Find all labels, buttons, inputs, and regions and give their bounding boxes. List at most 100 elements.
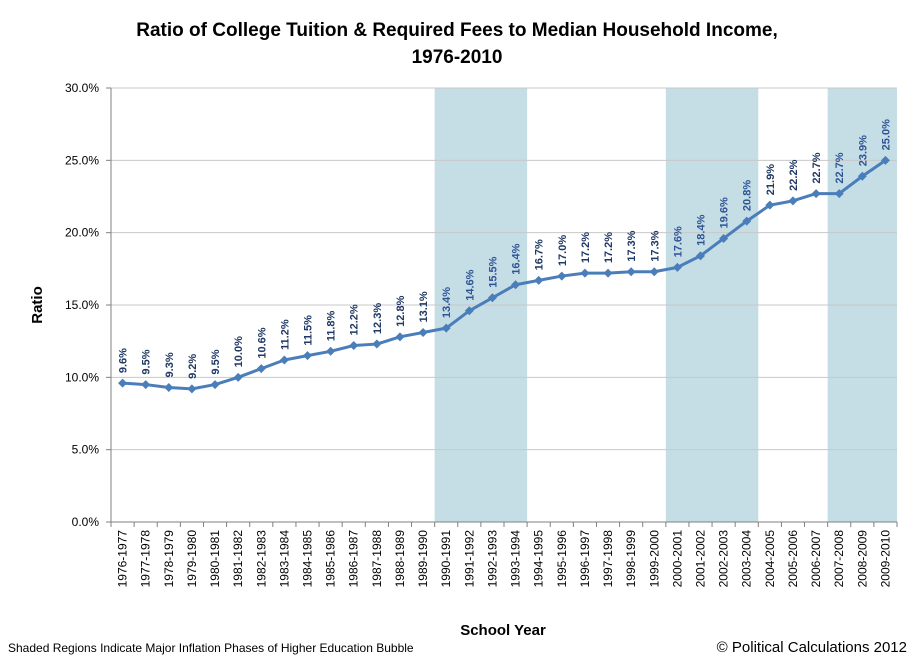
data-label: 22.7%: [834, 152, 846, 183]
y-tick-label: 20.0%: [65, 226, 99, 240]
x-tick-label: 2004-2005: [763, 530, 777, 588]
data-point: [280, 355, 289, 364]
x-tick-label: 2007-2008: [832, 530, 846, 588]
x-tick-label: 2009-2010: [878, 530, 892, 588]
data-point: [604, 269, 613, 278]
chart-title-line2: 1976-2010: [412, 47, 503, 68]
data-label: 14.6%: [464, 269, 476, 300]
x-tick-label: 1998-1999: [624, 530, 638, 588]
data-label: 18.4%: [696, 214, 708, 245]
y-axis-title: Ratio: [29, 286, 46, 324]
data-label: 12.2%: [349, 304, 361, 335]
data-label: 11.5%: [303, 315, 315, 346]
data-point: [372, 340, 381, 349]
x-tick-label: 1988-1989: [393, 530, 407, 588]
x-tick-label: 1985-1986: [324, 530, 338, 588]
data-point: [580, 269, 589, 278]
copyright-credit: © Political Calculations 2012: [717, 639, 907, 656]
data-label: 9.6%: [118, 348, 130, 373]
x-tick-label: 2003-2004: [740, 530, 754, 588]
data-label: 11.2%: [279, 319, 291, 350]
data-label: 17.2%: [603, 232, 615, 263]
x-tick-label: 1984-1985: [301, 530, 315, 588]
data-label: 13.1%: [418, 291, 430, 322]
x-tick-label: 1983-1984: [277, 530, 291, 588]
x-tick-label: 1980-1981: [208, 530, 222, 588]
data-label: 9.5%: [141, 349, 153, 374]
x-tick-label: 1981-1982: [231, 530, 245, 588]
x-tick-label: 1993-1994: [509, 530, 523, 588]
data-point: [557, 272, 566, 281]
x-tick-label: 1989-1990: [416, 530, 430, 588]
x-tick-label: 1976-1977: [116, 530, 130, 588]
shading-note: Shaded Regions Indicate Major Inflation …: [8, 641, 414, 655]
data-label: 9.2%: [187, 354, 199, 379]
chart: 0.0% 5.0% 10.0% 15.0% 20.0% 25.0% 30.0% 1976-1…: [0, 0, 915, 662]
data-label: 19.6%: [719, 197, 731, 228]
data-label: 12.8%: [395, 295, 407, 326]
x-tick-label: 1996-1997: [578, 530, 592, 588]
x-tick-label: 1999-2000: [647, 530, 661, 588]
x-tick-label: 1990-1991: [439, 530, 453, 588]
x-tick-label: 2005-2006: [786, 530, 800, 588]
data-point: [211, 380, 220, 389]
data-label: 17.2%: [580, 232, 592, 263]
x-tick-label: 2001-2002: [694, 530, 708, 588]
data-point: [534, 276, 543, 285]
data-label: 12.3%: [372, 303, 384, 334]
y-tick-label: 5.0%: [72, 443, 100, 457]
x-tick-label: 1982-1983: [254, 530, 268, 588]
x-tick-label: 1994-1995: [532, 530, 546, 588]
data-label: 17.3%: [626, 230, 638, 261]
data-label: 17.6%: [672, 226, 684, 257]
y-tick-label: 10.0%: [65, 370, 99, 384]
data-point: [395, 332, 404, 341]
data-label: 13.4%: [441, 287, 453, 318]
data-point: [257, 364, 266, 373]
x-tick-label: 2006-2007: [809, 530, 823, 588]
y-tick-label: 0.0%: [72, 515, 100, 529]
y-tick-label: 30.0%: [65, 81, 99, 95]
y-tick-labels: 0.0% 5.0% 10.0% 15.0% 20.0% 25.0% 30.0%: [65, 81, 111, 529]
x-tick-label: 1978-1979: [162, 530, 176, 588]
data-point: [650, 267, 659, 276]
data-point: [627, 267, 636, 276]
data-point: [788, 196, 797, 205]
data-label: 15.5%: [487, 256, 499, 287]
data-point: [164, 383, 173, 392]
data-label: 21.9%: [765, 164, 777, 195]
x-tick-label: 1997-1998: [601, 530, 615, 588]
data-label: 9.5%: [210, 349, 222, 374]
y-tick-label: 15.0%: [65, 298, 99, 312]
data-point: [349, 341, 358, 350]
data-label: 16.7%: [534, 239, 546, 270]
data-point: [326, 347, 335, 356]
y-tick-label: 25.0%: [65, 153, 99, 167]
x-tick-labels: 1976-1977 1977-1978 1978-1979 1979-1980 1980…: [116, 530, 893, 588]
x-tick-label: 1992-1993: [485, 530, 499, 588]
x-tick-label: 1991-1992: [462, 530, 476, 588]
data-point: [419, 328, 428, 337]
x-axis-title: School Year: [460, 622, 546, 639]
data-label: 16.4%: [511, 243, 523, 274]
data-label: 23.9%: [857, 135, 869, 166]
data-label: 11.8%: [326, 310, 338, 341]
x-tick-label: 2002-2003: [717, 530, 731, 588]
data-point: [812, 189, 821, 198]
x-tick-label: 2000-2001: [670, 530, 684, 588]
data-label: 10.0%: [233, 336, 245, 367]
x-tick-label: 1986-1987: [347, 530, 361, 588]
data-label: 9.3%: [164, 352, 176, 377]
data-label: 20.8%: [742, 180, 754, 211]
data-point: [118, 379, 127, 388]
data-point: [187, 384, 196, 393]
x-tick-label: 1987-1988: [370, 530, 384, 588]
data-point: [303, 351, 312, 360]
x-tick-label: 1979-1980: [185, 530, 199, 588]
data-label: 17.3%: [649, 230, 661, 261]
data-label: 17.0%: [557, 235, 569, 266]
data-point: [141, 380, 150, 389]
data-label: 22.2%: [788, 159, 800, 190]
data-point: [234, 373, 243, 382]
data-label: 25.0%: [880, 119, 892, 150]
